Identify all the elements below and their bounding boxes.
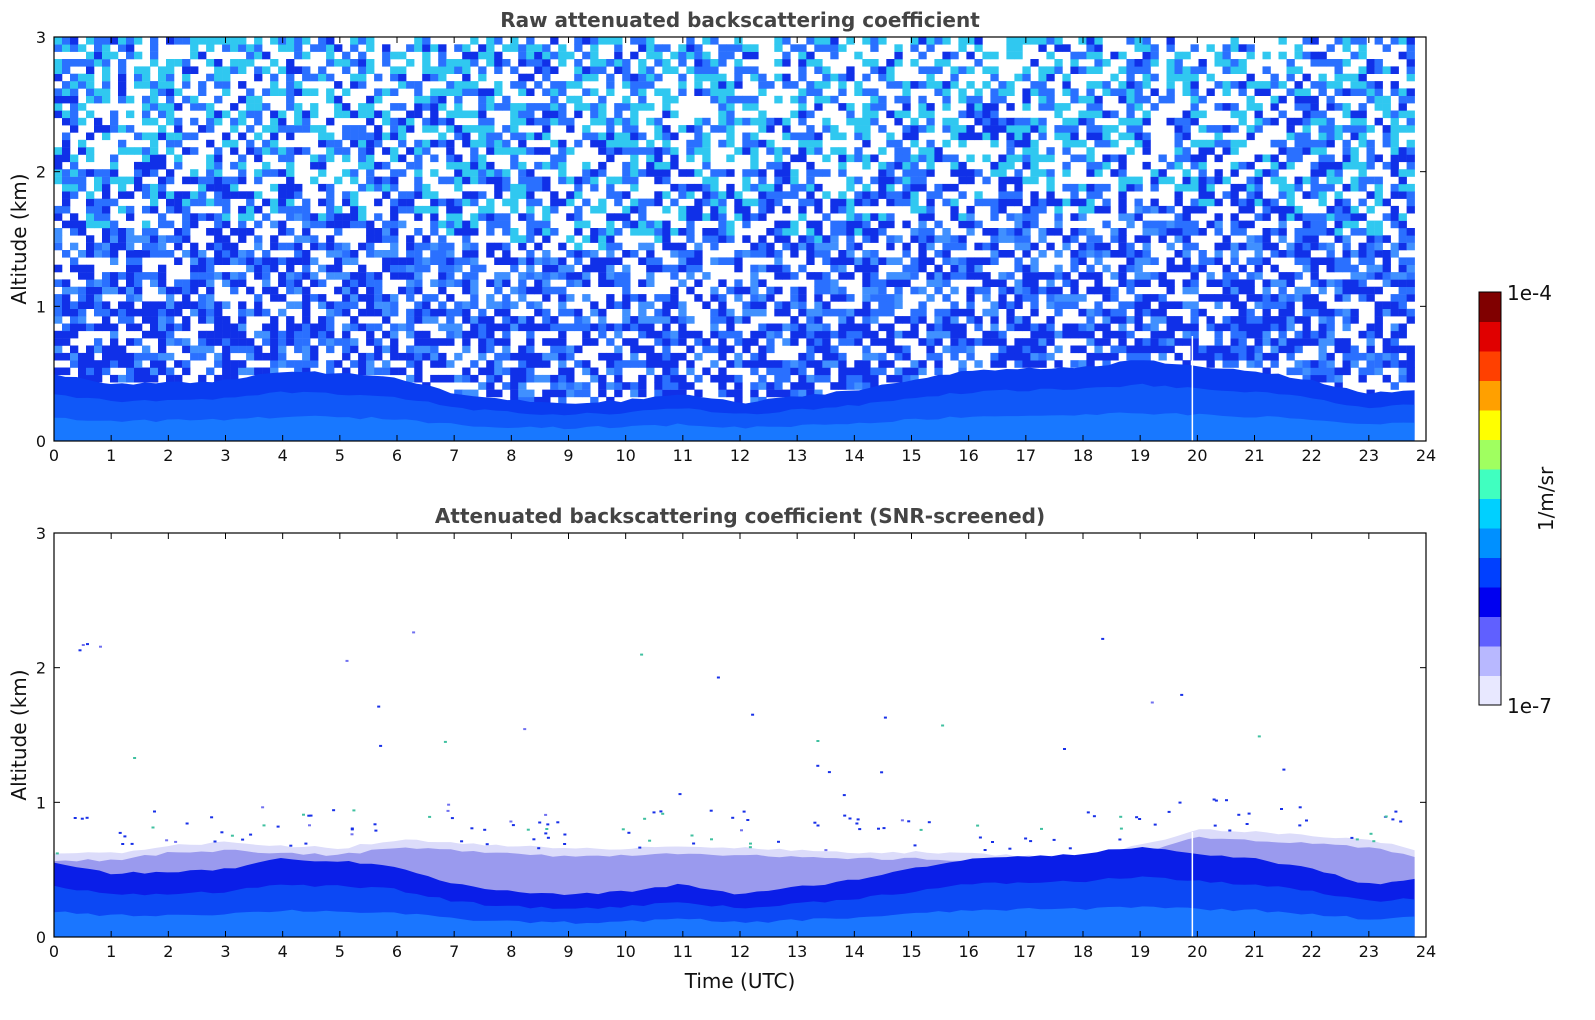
- colorbar-max-label: 1e-4: [1507, 281, 1552, 305]
- colorbar-band: [1479, 528, 1501, 558]
- x-tick-label: 16: [958, 446, 978, 465]
- y-tick-label: 3: [36, 524, 46, 543]
- panel-screened-x-label: Time (UTC): [684, 969, 796, 993]
- x-tick-label: 7: [449, 942, 459, 961]
- panel-raw-title: Raw attenuated backscattering coefficien…: [500, 8, 980, 32]
- x-tick-label: 17: [1016, 942, 1036, 961]
- panel-screened-y-axis: 0 1 2 3: [36, 524, 1426, 947]
- x-tick-label: 5: [335, 942, 345, 961]
- x-tick-label: 14: [844, 446, 864, 465]
- panel-raw-y-label: Altitude (km): [7, 173, 31, 304]
- x-tick-label: 19: [1130, 942, 1150, 961]
- x-tick-label: 21: [1244, 446, 1264, 465]
- x-tick-label: 18: [1073, 446, 1093, 465]
- colorbar-band: [1479, 675, 1501, 706]
- colorbar-band: [1479, 351, 1501, 381]
- panel-screened-y-label: Altitude (km): [7, 669, 31, 800]
- x-tick-label: 22: [1301, 446, 1321, 465]
- x-tick-label: 5: [335, 446, 345, 465]
- panel-raw: Raw attenuated backscattering coefficien…: [7, 8, 1436, 465]
- colorbar-frame: [1478, 291, 1502, 706]
- y-tick-label: 1: [36, 793, 46, 812]
- x-tick-label: 3: [220, 446, 230, 465]
- x-tick-label: 1: [106, 942, 116, 961]
- x-tick-label: 4: [278, 446, 288, 465]
- y-tick-label: 2: [36, 659, 46, 678]
- x-tick-label: 7: [449, 446, 459, 465]
- x-tick-label: 13: [787, 446, 807, 465]
- x-tick-label: 16: [958, 942, 978, 961]
- colorbar-band: [1479, 498, 1501, 529]
- x-tick-label: 19: [1130, 446, 1150, 465]
- x-tick-label: 12: [730, 942, 750, 961]
- colorbar-band: [1479, 439, 1501, 470]
- x-tick-label: 18: [1073, 942, 1093, 961]
- colorbar-band: [1479, 380, 1501, 411]
- x-tick-label: 24: [1416, 446, 1436, 465]
- colorbar-band: [1479, 292, 1501, 322]
- x-tick-label: 3: [220, 942, 230, 961]
- panel-raw-y-axis: 0 1 2 3: [36, 28, 1426, 451]
- panel-screened-scattered-pixels: [55, 631, 1403, 855]
- x-tick-label: 9: [563, 942, 573, 961]
- x-tick-label: 6: [392, 942, 402, 961]
- colorbar-band: [1479, 616, 1501, 647]
- x-tick-label: 21: [1244, 942, 1264, 961]
- colorbar-bands: [1479, 292, 1501, 706]
- colorbar-band: [1479, 469, 1501, 499]
- x-tick-label: 0: [49, 446, 59, 465]
- colorbar-band: [1479, 587, 1501, 617]
- x-tick-label: 10: [615, 942, 635, 961]
- x-tick-label: 20: [1187, 942, 1207, 961]
- colorbar-min-label: 1e-7: [1507, 694, 1552, 718]
- y-tick-label: 0: [36, 928, 46, 947]
- x-tick-label: 8: [506, 446, 516, 465]
- panel-raw-x-axis: 0 1 2 3 4 5 6 7 8 9 10 11 12 13 14 15 16 17 18 19 20 21 22 23 24: [49, 37, 1436, 465]
- x-tick-label: 6: [392, 446, 402, 465]
- y-tick-label: 1: [36, 297, 46, 316]
- x-tick-label: 23: [1359, 942, 1379, 961]
- x-tick-label: 23: [1359, 446, 1379, 465]
- colorbar-band: [1479, 321, 1501, 352]
- x-tick-label: 12: [730, 446, 750, 465]
- x-tick-label: 9: [563, 446, 573, 465]
- panel-screened: Attenuated backscattering coefficient (S…: [7, 504, 1436, 993]
- panel-screened-x-axis: 0 1 2 3 4 5 6 7 8 9 10 11 12 13 14 15 16 17 18 19 20 21 22 23 24: [49, 533, 1436, 961]
- panel-raw-plot-area: [54, 37, 1415, 441]
- data-gap-line: [1191, 336, 1194, 441]
- x-tick-label: 22: [1301, 942, 1321, 961]
- x-tick-label: 11: [673, 446, 693, 465]
- x-tick-label: 4: [278, 942, 288, 961]
- colorbar: 1e-4 1e-7 1/m/sr: [1478, 281, 1558, 718]
- x-tick-label: 11: [673, 942, 693, 961]
- y-tick-label: 0: [36, 432, 46, 451]
- x-tick-label: 2: [163, 942, 173, 961]
- colorbar-unit-label: 1/m/sr: [1534, 466, 1558, 531]
- x-tick-label: 20: [1187, 446, 1207, 465]
- data-gap-line: [1191, 832, 1194, 937]
- x-tick-label: 13: [787, 942, 807, 961]
- panel-screened-surface-layer: [54, 906, 1415, 937]
- colorbar-band: [1479, 557, 1501, 588]
- x-tick-label: 10: [615, 446, 635, 465]
- y-tick-label: 3: [36, 28, 46, 47]
- x-tick-label: 0: [49, 942, 59, 961]
- x-tick-label: 15: [901, 446, 921, 465]
- y-tick-label: 2: [36, 163, 46, 182]
- x-tick-label: 15: [901, 942, 921, 961]
- x-tick-label: 1: [106, 446, 116, 465]
- panel-raw-noise-field: [54, 37, 1415, 405]
- x-tick-label: 14: [844, 942, 864, 961]
- panel-screened-plot-area: [54, 631, 1415, 937]
- panel-raw-surface-layer: [54, 412, 1415, 441]
- x-tick-label: 2: [163, 446, 173, 465]
- colorbar-band: [1479, 410, 1501, 440]
- panel-screened-title: Attenuated backscattering coefficient (S…: [435, 504, 1045, 528]
- x-tick-label: 8: [506, 942, 516, 961]
- colorbar-band: [1479, 646, 1501, 676]
- x-tick-label: 24: [1416, 942, 1436, 961]
- x-tick-label: 17: [1016, 446, 1036, 465]
